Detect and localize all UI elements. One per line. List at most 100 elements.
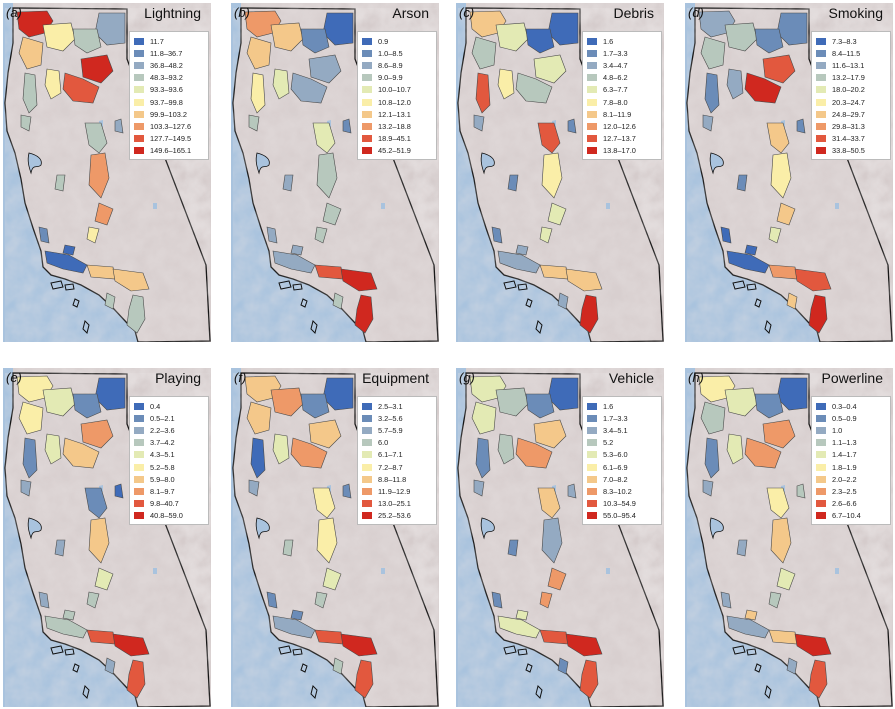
legend-entry: 6.1–7.1 — [362, 449, 436, 461]
fire-region-cc1 — [515, 609, 529, 621]
fire-region-se1 — [332, 657, 344, 675]
legend-entry: 9.8–40.7 — [134, 498, 208, 510]
fire-region-c1 — [766, 487, 790, 519]
legend-swatch — [362, 414, 372, 422]
legend-swatch — [587, 426, 597, 434]
legend-swatch — [362, 110, 372, 118]
fire-region-c1 — [312, 487, 336, 519]
legend-entry: 20.3–24.7 — [816, 96, 890, 108]
panel-title: Equipment — [362, 370, 429, 386]
legend-label: 149.6–165.1 — [150, 146, 192, 156]
fire-region-w3 — [702, 479, 714, 497]
legend-label: 11.7 — [150, 36, 164, 46]
legend-entry: 5.9–8.0 — [134, 473, 208, 485]
legend-label: 0.5–0.9 — [832, 413, 857, 423]
bay — [709, 152, 724, 175]
legend-entry: 3.4–5.1 — [587, 424, 661, 436]
legend-entry: 0.5–0.9 — [816, 412, 890, 424]
fire-region-s1 — [316, 152, 338, 199]
legend-entry: 1.0–8.5 — [362, 47, 436, 59]
legend-label: 7.2–8.7 — [378, 462, 403, 472]
legend-entry: 13.2–17.9 — [816, 72, 890, 84]
legend-entry: 6.1–6.9 — [587, 461, 661, 473]
fire-region-sc1 — [86, 264, 116, 280]
fire-region-w1 — [250, 72, 266, 114]
fire-region-se1 — [104, 292, 116, 310]
fire-region-cc1 — [515, 244, 529, 256]
legend-label: 2.3–2.5 — [832, 486, 857, 496]
legend-label: 10.8–12.0 — [378, 97, 411, 107]
fire-region-sc3 — [126, 294, 146, 334]
legend-label: 33.8–50.5 — [832, 146, 865, 156]
island — [278, 645, 292, 655]
legend-swatch — [816, 135, 826, 143]
fire-region-w2 — [497, 68, 515, 100]
legend-swatch — [587, 98, 597, 106]
fire-region-w2 — [44, 68, 62, 100]
legend-swatch — [587, 86, 597, 94]
legend-entry: 7.0–8.2 — [587, 473, 661, 485]
legend-label: 9.8–40.7 — [150, 499, 179, 509]
fire-region-sc2 — [565, 268, 603, 292]
legend-label: 1.0 — [832, 425, 843, 435]
fire-region-ne3 — [308, 419, 342, 449]
fire-region-ne2 — [525, 393, 555, 419]
legend-label: 1.7–3.3 — [603, 48, 628, 58]
legend-swatch — [587, 512, 597, 520]
legend-entry: 0.5–2.1 — [134, 412, 208, 424]
fire-region-s3 — [768, 591, 782, 609]
fire-region-sc1 — [314, 264, 344, 280]
legend-label: 13.2–17.9 — [832, 73, 865, 83]
legend-swatch — [362, 439, 372, 447]
fire-region-w1 — [250, 437, 266, 479]
legend-label: 18.9–45.1 — [378, 134, 411, 144]
legend-label: 6.1–7.1 — [378, 450, 403, 460]
fire-region-sc2 — [794, 268, 832, 292]
legend-label: 8.3–10.2 — [603, 486, 632, 496]
fire-region-nw3 — [18, 401, 44, 435]
fire-region-se1 — [332, 292, 344, 310]
fire-region-s2 — [94, 567, 114, 591]
panel-label: (f) — [234, 370, 247, 385]
legend-swatch — [134, 98, 144, 106]
fire-region-c2 — [507, 539, 519, 557]
fire-region-sc3 — [579, 294, 599, 334]
legend-swatch — [362, 37, 372, 45]
legend-swatch — [134, 402, 144, 410]
fire-region-s1 — [88, 517, 110, 564]
fire-region-se1 — [557, 292, 569, 310]
fire-region-coast1 — [266, 591, 278, 609]
legend-label: 1.4–1.7 — [832, 450, 857, 460]
bay — [27, 517, 42, 540]
legend-label: 1.6 — [603, 36, 614, 46]
legend-entry: 93.7–99.8 — [134, 96, 208, 108]
fire-region-cc1 — [744, 244, 758, 256]
legend-swatch — [816, 512, 826, 520]
legend-label: 2.6–6.6 — [832, 499, 857, 509]
fire-region-w2 — [726, 433, 744, 465]
legend-swatch — [816, 74, 826, 82]
fire-region-s1 — [770, 517, 792, 564]
legend-entry: 10.0–10.7 — [362, 84, 436, 96]
legend-entry: 149.6–165.1 — [134, 145, 208, 157]
fire-region-c2 — [282, 539, 294, 557]
fire-region-s3 — [86, 591, 100, 609]
fire-region-nc1 — [342, 118, 352, 134]
map-panel-equipment: (f) Equipment 2.5–3.1 3.2–5.6 5.7–5.9 6.0 6.1–… — [231, 368, 439, 707]
legend-label: 12.0–12.6 — [603, 121, 636, 131]
fire-region-c2 — [507, 174, 519, 192]
legend-swatch — [816, 49, 826, 57]
ocean — [685, 368, 820, 707]
fire-region-nw3 — [246, 36, 272, 70]
fire-region-coast2 — [726, 250, 770, 274]
fire-region-se1 — [786, 657, 798, 675]
legend-label: 3.4–5.1 — [603, 425, 628, 435]
legend-swatch — [362, 463, 372, 471]
legend-label: 0.3–0.4 — [832, 401, 857, 411]
legend-swatch — [362, 426, 372, 434]
fire-region-w3 — [248, 479, 260, 497]
legend-swatch — [587, 122, 597, 130]
fire-region-se1 — [786, 292, 798, 310]
fire-region-s2 — [547, 567, 567, 591]
fire-region-c1 — [537, 122, 561, 154]
